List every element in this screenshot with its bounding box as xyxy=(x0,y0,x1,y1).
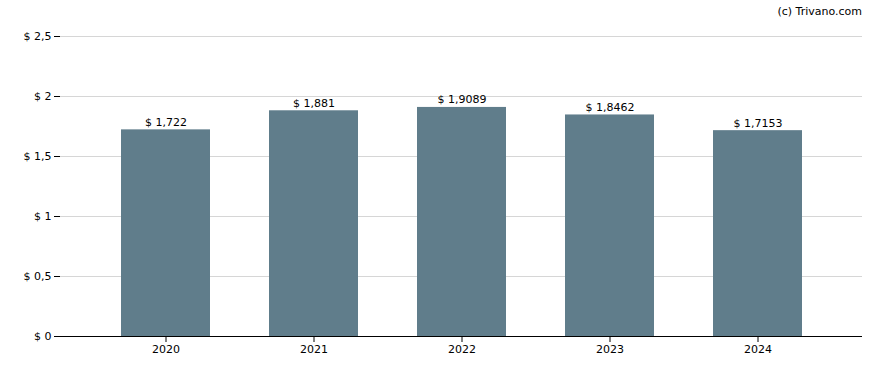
svg-text:2023: 2023 xyxy=(596,343,624,356)
svg-text:$ 1,9089: $ 1,9089 xyxy=(438,93,487,106)
svg-text:$ 2,5: $ 2,5 xyxy=(24,30,52,43)
svg-text:$ 0: $ 0 xyxy=(34,330,52,343)
svg-text:$ 1,881: $ 1,881 xyxy=(293,97,335,110)
svg-text:$ 1: $ 1 xyxy=(34,210,52,223)
svg-text:$ 2: $ 2 xyxy=(34,90,52,103)
svg-text:2024: 2024 xyxy=(744,343,772,356)
svg-text:$ 1,7153: $ 1,7153 xyxy=(734,117,783,130)
svg-text:$ 1,5: $ 1,5 xyxy=(24,150,52,163)
svg-text:$ 1,8462: $ 1,8462 xyxy=(586,101,635,114)
svg-text:2021: 2021 xyxy=(300,343,328,356)
svg-text:$ 0,5: $ 0,5 xyxy=(24,270,52,283)
svg-text:2020: 2020 xyxy=(152,343,180,356)
html-text:(c) Trivano.com: (c) Trivano.com xyxy=(777,5,862,18)
svg-text:$ 1,722: $ 1,722 xyxy=(145,116,187,129)
svg-text:2022: 2022 xyxy=(448,343,476,356)
